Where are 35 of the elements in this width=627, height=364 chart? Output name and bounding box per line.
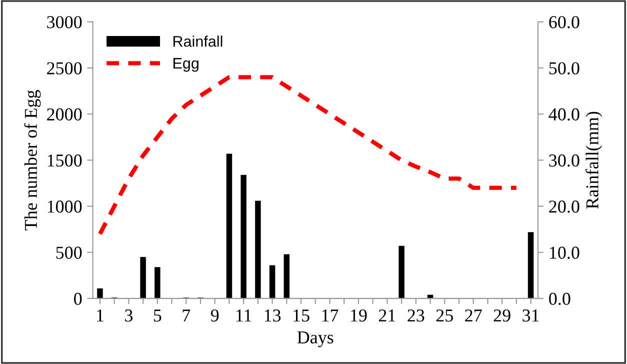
y2-tick-label: 60.0 [549, 16, 580, 28]
y2-tick-label: 20.0 [549, 200, 580, 213]
x-tick-label: 17 [322, 310, 338, 322]
y2-tick-label: 30.0 [549, 154, 580, 167]
x-tick-label: 19 [351, 309, 367, 322]
y-tick-label: 1500 [48, 154, 82, 167]
y-tick-label: 0 [74, 292, 82, 305]
x-tick-label: 23 [408, 309, 424, 322]
y-axis-title: The number of Egg [24, 90, 41, 230]
y-tick-label: 2000 [47, 108, 82, 120]
y2-axis-title: Rainfall(mm) [586, 112, 602, 209]
x-tick-label: 5 [154, 310, 162, 322]
x-tick-label: 3 [125, 309, 133, 322]
x-tick-label: 29 [494, 309, 510, 322]
y2-tick-label: 0.0 [549, 292, 570, 305]
y-tick-label: 500 [56, 246, 82, 259]
y2-tick-label: 50.0 [549, 62, 580, 74]
x-axis-title: Days [297, 331, 334, 348]
y2-tick-label: 40.0 [548, 108, 580, 121]
x-tick-label: 11 [236, 310, 252, 322]
x-tick-label: 7 [182, 310, 190, 322]
x-tick-label: 25 [436, 309, 453, 322]
x-tick-label: 27 [465, 309, 482, 322]
legend-label: Egg [173, 58, 198, 72]
x-tick-label: 13 [264, 309, 281, 322]
x-tick-label: 15 [294, 310, 310, 322]
y-tick-label: 2500 [47, 62, 82, 74]
x-tick-label: 9 [210, 309, 219, 322]
x-tick-label: 31 [522, 309, 539, 322]
y-tick-label: 1000 [48, 200, 82, 213]
y2-tick-label: 10.0 [550, 246, 580, 259]
x-tick-label: 21 [378, 309, 396, 322]
legend-label: Rainfall [173, 36, 222, 47]
x-tick-label: 1 [97, 310, 104, 322]
y-tick-label: 3000 [47, 16, 82, 28]
